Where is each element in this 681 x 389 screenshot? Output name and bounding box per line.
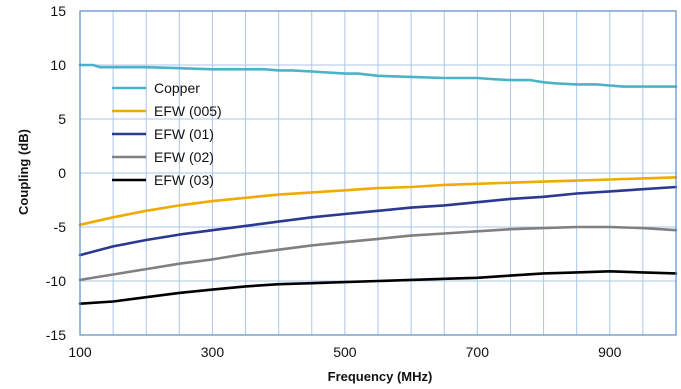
- x-tick-label: 500: [333, 344, 357, 360]
- legend-label: EFW (01): [154, 126, 214, 142]
- y-tick-label: -10: [46, 273, 66, 289]
- series-line-efw-01: [78, 185, 678, 257]
- series-line-copper: [78, 63, 678, 88]
- y-tick-label: -15: [46, 327, 66, 343]
- y-tick-label: 15: [50, 3, 66, 19]
- y-axis-title: Coupling (dB): [16, 129, 31, 215]
- legend-label: EFW (03): [154, 172, 214, 188]
- axes: [79, 10, 677, 336]
- series-line-efw-03: [78, 269, 678, 306]
- grid: [79, 10, 677, 336]
- series-line-efw-005: [78, 176, 678, 227]
- x-tick-label: 700: [466, 344, 490, 360]
- y-tick-label: 5: [58, 111, 66, 127]
- legend-label: EFW (02): [154, 149, 214, 165]
- legend-label: Copper: [154, 80, 200, 96]
- x-tick-label: 900: [598, 344, 622, 360]
- x-tick-label: 300: [201, 344, 225, 360]
- legend-label: EFW (005): [154, 103, 222, 119]
- x-tick-label: 100: [68, 344, 92, 360]
- x-axis-title: Frequency (MHz): [328, 369, 433, 384]
- series-line-efw-02: [78, 225, 678, 282]
- y-tick-label: 10: [50, 57, 66, 73]
- y-tick-label: -5: [54, 219, 67, 235]
- y-tick-label: 0: [58, 165, 66, 181]
- plot-area-frame: [79, 10, 677, 336]
- series-lines: [78, 63, 678, 306]
- legend: Copper EFW (005) EFW (01) EFW (02) EFW (03): [112, 80, 222, 188]
